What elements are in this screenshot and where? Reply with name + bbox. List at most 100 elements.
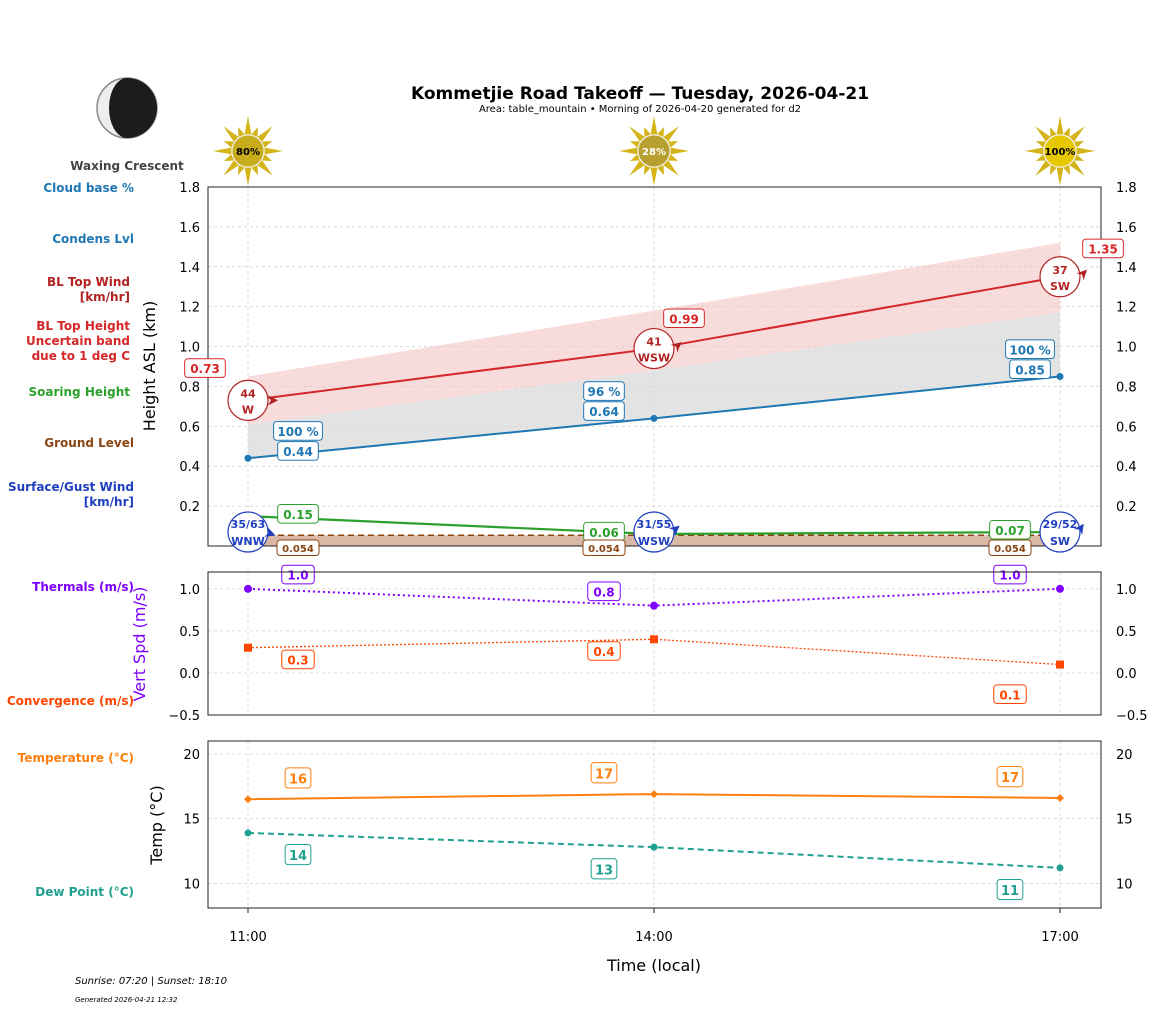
sun-ray <box>262 154 273 161</box>
sun-icon: 100% <box>1025 116 1095 186</box>
sun-ray <box>657 126 664 137</box>
surface-wind-circle <box>633 511 675 553</box>
y-tick-label: 1.4 <box>179 261 200 276</box>
thermals-point <box>650 601 658 610</box>
surface-wind-marker: 29/52 SW <box>1039 511 1084 553</box>
bl-wind-dir: W <box>242 403 254 416</box>
sun-ray <box>657 165 664 176</box>
surface-wind-dir: WNW <box>231 535 264 548</box>
ground-label-text: 0.054 <box>282 544 314 555</box>
sun-ray <box>1050 165 1057 176</box>
label-box <box>993 564 1027 585</box>
bl-wind-circle <box>1039 256 1081 298</box>
surface-wind-circle <box>1039 511 1081 553</box>
soaring-label-text: 0.15 <box>283 508 313 522</box>
condens-label-text: 0.64 <box>589 405 619 419</box>
sun-ray <box>238 126 245 137</box>
footer-sun-times: Sunrise: 07:20 | Sunset: 18:10 <box>75 976 227 987</box>
x-axis-label: Time (local) <box>606 956 701 975</box>
row-label: Temperature (°C) <box>18 751 134 765</box>
sun-ray <box>1063 126 1070 137</box>
dewpoint-label: 13 <box>590 858 618 880</box>
dewpoint-label-text: 11 <box>1001 884 1019 899</box>
sun-ray <box>1056 167 1064 186</box>
label-box <box>587 641 621 661</box>
dewpoint-label-text: 13 <box>595 863 613 878</box>
y-tick-label-right: 1.4 <box>1116 261 1137 276</box>
label-box <box>1082 238 1124 259</box>
label-box <box>284 844 312 866</box>
wind-arrow-icon <box>268 395 278 406</box>
sun-ray <box>644 126 651 137</box>
sun-ray <box>244 116 252 135</box>
y-tick-label: 10 <box>183 877 200 892</box>
surface-wind-dir: SW <box>1050 535 1070 548</box>
sun-ray <box>1074 141 1085 148</box>
y-tick-label: 1.0 <box>179 341 200 356</box>
sun-ray <box>251 165 258 176</box>
label-box <box>988 539 1032 556</box>
convergence-label-text: 0.3 <box>287 654 308 668</box>
y-tick-label-right: 0.6 <box>1116 420 1137 435</box>
y-tick-label-right: 1.2 <box>1116 301 1137 316</box>
condens-label: 0.85 <box>1009 359 1051 379</box>
sun-ray <box>213 147 232 155</box>
bl-wind-speed: 44 <box>240 387 256 400</box>
sun-ray <box>1035 126 1051 142</box>
label-box <box>590 762 618 784</box>
sun-ray <box>223 154 234 161</box>
label-box <box>277 503 319 524</box>
condens-label-text: 0.85 <box>1015 363 1045 377</box>
sun-disc <box>1043 134 1077 168</box>
thermals-label: 0.8 <box>587 581 621 602</box>
wind-arrow-icon <box>264 527 276 537</box>
y-tick-label: 0.2 <box>179 500 200 515</box>
y-axis-label: Vert Spd (m/s) <box>130 587 149 702</box>
y-tick-label: 0.5 <box>179 625 200 640</box>
condens-label: 0.64 <box>583 401 625 421</box>
condens-point <box>650 414 658 422</box>
wind-arrow-icon <box>1076 269 1088 281</box>
sun-ray <box>262 141 273 148</box>
label-box <box>996 766 1024 788</box>
sun-disc <box>231 134 265 168</box>
y-tick-label-right: 0.5 <box>1116 625 1137 640</box>
temperature-label: 17 <box>996 766 1024 788</box>
x-tick-label: 11:00 <box>229 930 266 945</box>
label-box <box>1005 339 1055 359</box>
x-tick-label: 14:00 <box>635 930 672 945</box>
sun-ray <box>668 154 679 161</box>
wind-arrow-icon <box>1073 523 1084 535</box>
sun-ray <box>644 165 651 176</box>
bl-top-label-text: 0.99 <box>669 312 699 326</box>
convergence-label: 0.3 <box>281 649 315 670</box>
y-tick-label: 1.2 <box>179 301 200 316</box>
label-box <box>276 539 320 556</box>
label-box <box>590 858 618 880</box>
y-tick-label: 0.6 <box>179 420 200 435</box>
convergence-point <box>244 643 252 652</box>
y-tick-label-right: 10 <box>1116 877 1133 892</box>
sun-ray <box>629 160 645 176</box>
bl-top-label-text: 0.73 <box>190 362 220 376</box>
sun-ray <box>257 126 273 142</box>
sun-ray <box>264 147 283 155</box>
moon-phase-label: Waxing Crescent <box>70 159 184 173</box>
sun-ray <box>650 116 658 135</box>
chart-title: Kommetjie Road Takeoff — Tuesday, 2026-0… <box>411 84 869 104</box>
label-box <box>583 381 625 401</box>
moon-icon <box>96 77 158 139</box>
label-box <box>993 684 1027 705</box>
bl-wind-marker: 44 W <box>227 379 278 422</box>
y-tick-label: −0.5 <box>168 709 200 724</box>
thermals-label-text: 1.0 <box>999 569 1020 583</box>
sun-disc <box>637 134 671 168</box>
sun-ray <box>251 126 258 137</box>
soaring-label-text: 0.06 <box>589 526 619 540</box>
sun-ray <box>223 126 239 142</box>
dewpoint-label-text: 14 <box>289 849 307 864</box>
sun-ray <box>663 160 679 176</box>
soaring-label-text: 0.07 <box>995 524 1025 538</box>
sun-ray <box>1035 141 1046 148</box>
convergence-point <box>1056 660 1064 669</box>
